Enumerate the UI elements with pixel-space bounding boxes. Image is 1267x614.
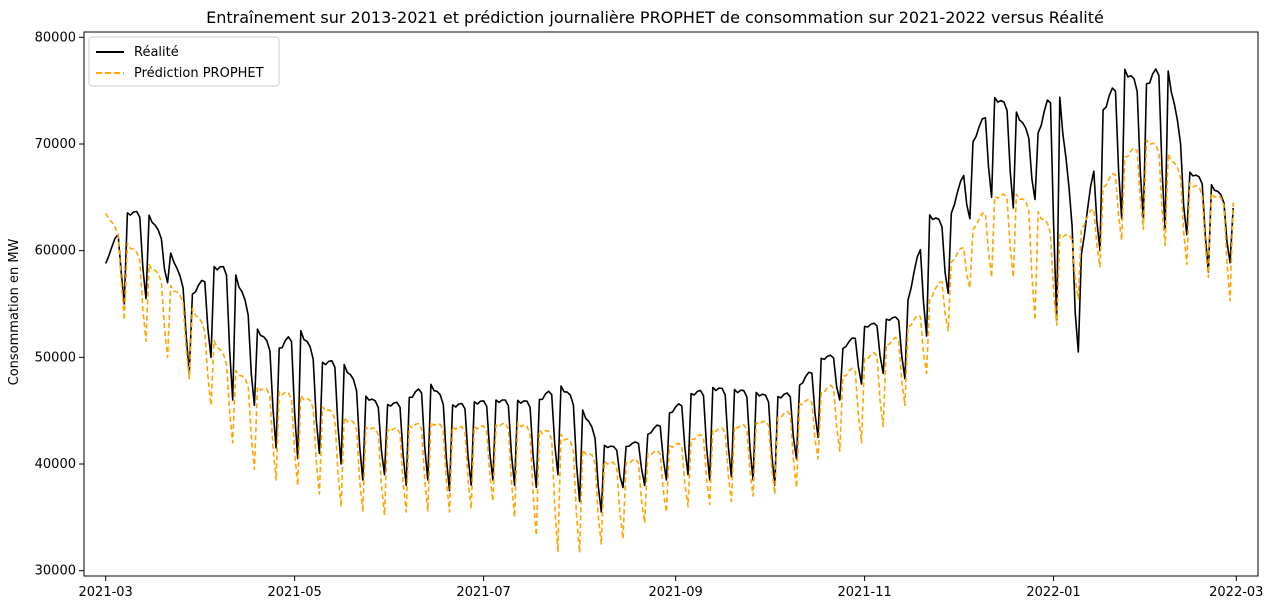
x-tick-label: 2021-09 [648, 585, 702, 600]
legend-label-prediction: Prédiction PROPHET [134, 66, 264, 81]
y-tick-label: 50000 [35, 350, 76, 365]
x-tick-label: 2021-07 [456, 585, 510, 600]
plot-frame [83, 31, 1259, 577]
x-tick-label: 2021-05 [267, 585, 321, 600]
series-prediction [105, 139, 1234, 554]
x-tick-label: 2021-11 [837, 585, 891, 600]
legend-box [88, 36, 280, 87]
y-tick-label: 70000 [35, 137, 76, 152]
legend-label-realite: Réalité [134, 45, 179, 60]
y-tick-label: 30000 [35, 564, 76, 579]
legend: Réalité Prédiction PROPHET [88, 36, 280, 87]
plot-lines [104, 68, 1234, 554]
y-axis-label: Consommation en MW [7, 238, 22, 385]
y-axis-ticks: 30000 40000 50000 60000 70000 80000 [35, 30, 84, 579]
x-tick-label: 2022-03 [1209, 585, 1263, 600]
x-tick-label: 2021-03 [79, 585, 133, 600]
x-axis-ticks: 2021-03 2021-05 2021-07 2021-09 2021-11 2022-… [79, 576, 1263, 600]
y-tick-label: 60000 [35, 244, 76, 259]
chart-title: Entraînement sur 2013-2021 et prédiction… [206, 8, 1104, 27]
y-tick-label: 80000 [35, 30, 76, 45]
x-tick-label: 2022-01 [1026, 585, 1080, 600]
series-realite [104, 68, 1234, 513]
y-tick-label: 40000 [35, 457, 76, 472]
